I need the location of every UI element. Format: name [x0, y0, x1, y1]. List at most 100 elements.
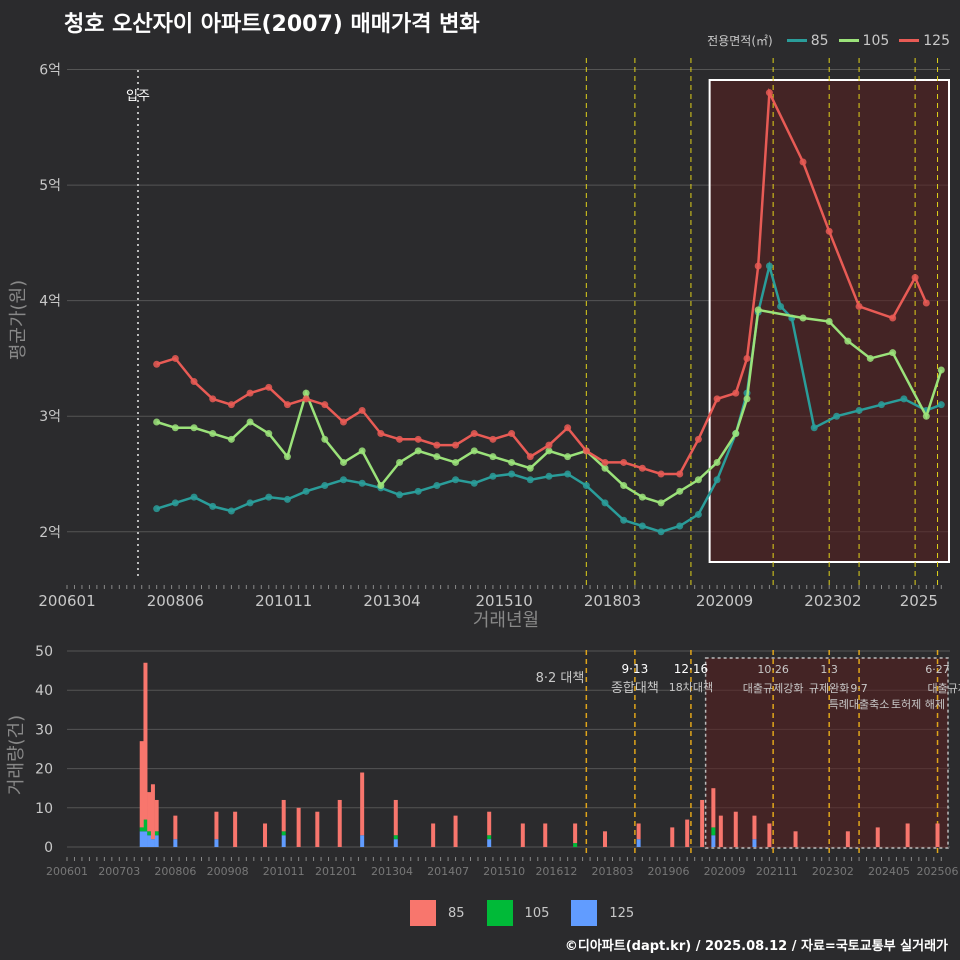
- volume-y-tick-label: 40: [35, 683, 53, 699]
- bar-85: [263, 823, 268, 847]
- point-125: [321, 401, 329, 409]
- point-85: [620, 516, 628, 524]
- bar-85: [214, 811, 219, 840]
- point-125: [470, 430, 478, 438]
- bar-125: [143, 831, 148, 847]
- x-tick-label: 201011: [255, 592, 312, 610]
- volume-x-tick-label: 201201: [315, 865, 357, 878]
- volume-y-tick-label: 20: [35, 762, 53, 778]
- point-125: [508, 430, 516, 438]
- bar-85: [147, 792, 152, 832]
- y-tick-label: 4억: [39, 294, 61, 310]
- point-85: [190, 493, 198, 501]
- point-125: [601, 458, 609, 466]
- bar-85: [360, 772, 365, 836]
- legend-label-125: 125: [923, 32, 950, 49]
- policy-label-5b: 특례대출축소: [829, 698, 890, 711]
- volume-x-tick-label: 201803: [591, 865, 633, 878]
- source-credit: ©디아파트(dapt.kr) / 2025.08.12 / 자료=국토교통부 실…: [564, 939, 948, 954]
- bar-85: [718, 815, 723, 847]
- point-125: [713, 395, 721, 403]
- volume-legend-swatch-105: [486, 900, 513, 926]
- volume-x-tick-label: 201612: [535, 865, 577, 878]
- volume-legend-item-125: 125: [571, 900, 634, 926]
- volume-y-tick-label: 30: [35, 722, 53, 738]
- x-tick-label: 202302: [804, 592, 861, 610]
- policy-label-6b: 대출규제: [928, 682, 960, 695]
- volume-x-tick-label: 201304: [371, 865, 413, 878]
- point-125: [283, 401, 291, 409]
- bar-85: [793, 831, 798, 847]
- bar-85: [636, 823, 641, 840]
- point-85: [582, 482, 590, 490]
- bar-85: [487, 811, 492, 836]
- point-105: [754, 306, 762, 314]
- x-tick-label: 201510: [475, 592, 532, 610]
- point-105: [545, 447, 553, 455]
- point-85: [321, 482, 329, 490]
- point-105: [743, 395, 751, 403]
- point-85: [489, 472, 497, 480]
- point-125: [190, 378, 198, 386]
- volume-x-tick-label: 201906: [648, 865, 690, 878]
- volume-legend-swatch-85: [410, 900, 436, 926]
- point-125: [377, 430, 385, 438]
- point-125: [694, 435, 702, 443]
- point-85: [638, 522, 646, 530]
- point-105: [564, 453, 572, 461]
- point-85: [302, 487, 310, 495]
- bar-105: [154, 831, 159, 836]
- bar-105: [147, 831, 152, 836]
- point-105: [676, 487, 684, 495]
- point-85: [765, 262, 773, 270]
- bar-85: [173, 815, 178, 840]
- bar-85: [315, 811, 320, 847]
- point-105: [601, 464, 609, 472]
- point-125: [922, 299, 930, 307]
- volume-x-tick-label: 201510: [483, 865, 525, 878]
- volume-x-tick-label: 202506: [917, 865, 959, 878]
- point-105: [227, 435, 235, 443]
- bar-85: [603, 831, 608, 847]
- point-85: [358, 479, 366, 487]
- bar-85: [543, 823, 548, 847]
- point-105: [153, 418, 161, 426]
- bar-85: [453, 815, 458, 847]
- point-105: [190, 424, 198, 432]
- bar-125: [214, 839, 219, 847]
- bar-85: [143, 662, 148, 820]
- x-tick-label: 201304: [363, 592, 420, 610]
- point-105: [937, 366, 945, 374]
- bar-85: [935, 823, 940, 847]
- point-125: [855, 302, 863, 310]
- point-85: [810, 424, 818, 432]
- point-105: [732, 430, 740, 438]
- point-125: [889, 314, 897, 322]
- point-105: [889, 349, 897, 357]
- point-105: [246, 418, 254, 426]
- policy-label-3a: 10·26: [757, 663, 789, 676]
- bar-85: [905, 823, 910, 847]
- point-125: [153, 360, 161, 368]
- bar-85: [154, 799, 159, 832]
- policy-label-6a: 6·27: [925, 663, 950, 676]
- volume-x-tick-label: 200908: [207, 865, 249, 878]
- bar-125: [752, 839, 757, 847]
- bar-85: [711, 788, 716, 828]
- point-105: [620, 482, 628, 490]
- legend-swatch-85: [786, 39, 807, 42]
- point-125: [743, 354, 751, 362]
- point-85: [414, 487, 422, 495]
- point-125: [799, 158, 807, 166]
- point-125: [564, 424, 572, 432]
- policy-label-2a: 12·16: [674, 662, 708, 676]
- bar-85: [670, 827, 675, 847]
- point-105: [452, 458, 460, 466]
- volume-highlight-region: [705, 658, 948, 848]
- y-tick-label: 5억: [39, 178, 61, 194]
- volume-x-tick-label: 200601: [46, 865, 88, 878]
- legend-item-105: 105: [838, 33, 889, 49]
- point-125: [452, 441, 460, 449]
- legend-item-85: 85: [786, 33, 829, 49]
- bar-125: [711, 835, 716, 847]
